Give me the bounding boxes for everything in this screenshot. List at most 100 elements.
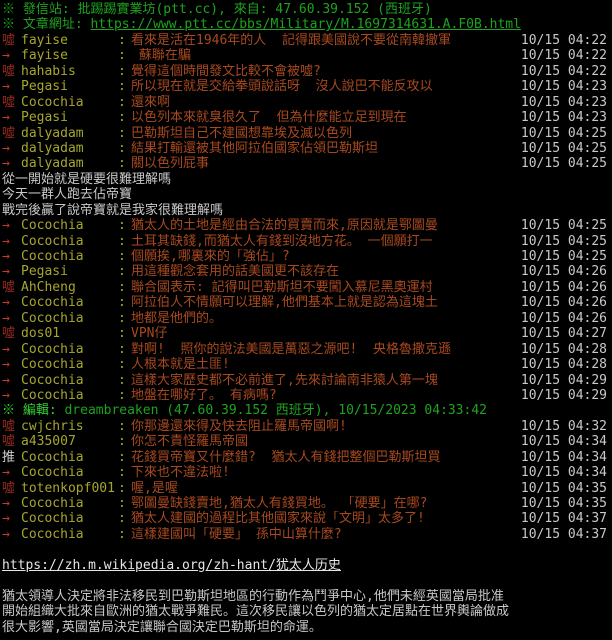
- push-timestamp: 10/15 04:26: [520, 295, 607, 311]
- push-colon-separator: :: [118, 480, 126, 496]
- push-username: Cocochia: [21, 310, 84, 326]
- push-username: totenkopf001: [21, 480, 115, 496]
- push-colon-separator: :: [118, 279, 126, 295]
- push-row: 噓 hahabis : 覺得這個時間發文比較不會被噓? 10/15 04:22: [0, 64, 612, 79]
- push-tag: →: [2, 465, 10, 481]
- push-row: 噓 dalyadam : 巴勒斯坦自己不建國想靠埃及滅以色列 10/15 04:…: [0, 126, 612, 141]
- push-row: → Cocochia : 這樣大家歷史都不必前進了,先來討論南非猿人第一塊 10…: [0, 373, 612, 388]
- push-username: fayise: [21, 48, 68, 64]
- edit-info: dreambreaken (47.60.39.152 西班牙), 10/15/2…: [64, 403, 487, 419]
- push-timestamp: 10/15 04:26: [520, 264, 607, 280]
- push-timestamp: 10/15 04:25: [520, 156, 607, 172]
- push-username: Cocochia: [21, 511, 84, 527]
- push-tag: →: [2, 526, 10, 542]
- push-colon-separator: :: [118, 156, 126, 172]
- push-content: 還來啊: [131, 94, 171, 110]
- body-text-line: 今天一群人跑去佔帝寶: [0, 187, 612, 202]
- push-colon-separator: :: [118, 310, 126, 326]
- push-colon-separator: :: [118, 326, 126, 342]
- push-timestamp: 10/15 04:34: [520, 434, 607, 450]
- push-row: → Cocochia : 土耳其缺錢,而猶太人有錢到沒地方花。 一個願打一 10…: [0, 234, 612, 249]
- push-username: Cocochia: [21, 357, 84, 373]
- push-content: 鄂圖曼缺錢賣地,猶太人有錢買地。 「硬要」在哪?: [131, 496, 428, 511]
- push-tag: 噓: [2, 32, 16, 48]
- body-text: 從一開始就是硬要很難理解嗎: [2, 171, 172, 187]
- push-tag: 噓: [2, 418, 16, 434]
- push-content: 你那邊還來得及快去阻止羅馬帝國啊!: [131, 418, 347, 434]
- wiki-link[interactable]: https://zh.m.wikipedia.org/zh-hant/犹太人历史: [2, 557, 341, 573]
- push-username: Cocochia: [21, 372, 84, 388]
- push-timestamp: 10/15 04:25: [520, 140, 607, 156]
- push-colon-separator: :: [118, 140, 126, 156]
- push-username: Cocochia: [21, 218, 84, 234]
- push-row: → dalyadam : 結果打輸還被其他阿拉伯國家佔領巴勒斯坦 10/15 0…: [0, 141, 612, 156]
- push-timestamp: 10/15 04:23: [520, 110, 607, 126]
- push-colon-separator: :: [118, 387, 126, 403]
- push-content: 猶太人的土地是經由合法的買賣而來,原因就是鄂圖曼: [131, 218, 438, 234]
- push-username: AhCheng: [21, 279, 76, 295]
- push-row: 噓 dos01 : VPN仔 10/15 04:27: [0, 326, 612, 341]
- article-url-label: ※ 文章網址:: [2, 17, 91, 33]
- push-colon-separator: :: [118, 496, 126, 511]
- push-username: Cocochia: [21, 387, 84, 403]
- push-content: 花錢買帝寶又什麼錯? 猶太人有錢把整個巴勒斯坦買: [131, 449, 441, 465]
- push-colon-separator: :: [118, 341, 126, 357]
- push-timestamp: 10/15 04:35: [520, 480, 607, 496]
- push-tag: →: [2, 357, 10, 373]
- push-colon-separator: :: [118, 449, 126, 465]
- push-content: 對啊! 照你的說法美國是萬惡之源吧! 央格魯撒克遜: [131, 341, 451, 357]
- push-timestamp: 10/15 04:28: [520, 357, 607, 373]
- article-source-text: ※ 發信站: 批踢踢實業坊(ptt.cc), 來自: 47.60.39.152 …: [2, 2, 432, 17]
- push-row: → Pegasi : 所以現在就是交給拳頭說話呀 沒人說巴不能反攻以 10/15…: [0, 79, 612, 94]
- push-timestamp: 10/15 04:35: [520, 496, 607, 511]
- push-colon-separator: :: [118, 125, 126, 141]
- push-username: Cocochia: [21, 465, 84, 481]
- push-colon-separator: :: [118, 94, 126, 110]
- push-timestamp: 10/15 04:26: [520, 310, 607, 326]
- push-colon-separator: :: [118, 63, 126, 79]
- push-username: fayise: [21, 32, 68, 48]
- push-username: hahabis: [21, 63, 76, 79]
- push-username: dos01: [21, 326, 61, 342]
- article-url-link[interactable]: https://www.ptt.cc/bbs/Military/M.169731…: [90, 17, 521, 33]
- push-tag: →: [2, 110, 10, 126]
- push-tag: →: [2, 387, 10, 403]
- push-colon-separator: :: [118, 357, 126, 373]
- push-tag: →: [2, 233, 10, 249]
- push-row: → fayise : 蘇聯在騙 10/15 04:22: [0, 48, 612, 63]
- push-colon-separator: :: [118, 218, 126, 234]
- push-tag: 噓: [2, 279, 16, 295]
- push-row: 噓 totenkopf001 : 喔,是喔 10/15 04:35: [0, 481, 612, 496]
- push-row: → Cocochia : 猶太人的土地是經由合法的買賣而來,原因就是鄂圖曼 10…: [0, 218, 612, 233]
- push-row: → Pegasi : 以色列本來就臭很久了 但為什麼能立足到現在 10/15 0…: [0, 110, 612, 125]
- edit-line: ※ 編輯: dreambreaken (47.60.39.152 西班牙), 1…: [0, 403, 612, 418]
- push-content: 關以色列屁事: [131, 156, 210, 172]
- push-username: dalyadam: [21, 125, 84, 141]
- push-tag: 推: [2, 449, 16, 465]
- push-tag: →: [2, 295, 10, 311]
- push-username: Cocochia: [21, 449, 84, 465]
- push-tag: →: [2, 341, 10, 357]
- push-tag: →: [2, 79, 10, 95]
- push-username: Pegasi: [21, 264, 68, 280]
- push-content: 覺得這個時間發文比較不會被噓?: [131, 63, 321, 79]
- push-row: → dalyadam : 關以色列屁事 10/15 04:25: [0, 156, 612, 171]
- push-content: 這樣大家歷史都不必前進了,先來討論南非猿人第一塊: [131, 372, 438, 388]
- push-colon-separator: :: [118, 465, 126, 481]
- blank-line: [0, 542, 612, 557]
- push-content: 用這種觀念套用的話美國更不該存在: [131, 264, 340, 280]
- push-timestamp: 10/15 04:27: [520, 326, 607, 342]
- push-username: Cocochia: [21, 94, 84, 110]
- push-tag: →: [2, 218, 10, 234]
- push-content: 猶太人建國的過程比其他國家來說「文明」太多了!: [131, 511, 425, 527]
- push-tag: →: [2, 372, 10, 388]
- push-content: 地盤在哪好了。 有病嗎?: [131, 387, 277, 403]
- push-content: 人根本就是土匪!: [131, 357, 230, 373]
- push-tag: 噓: [2, 125, 16, 141]
- push-tag: →: [2, 511, 10, 527]
- push-timestamp: 10/15 04:29: [520, 387, 607, 403]
- push-tag: →: [2, 249, 10, 264]
- push-row: → Cocochia : 下來也不違法啦! 10/15 04:34: [0, 465, 612, 480]
- push-row: → Cocochia : 阿拉伯人不情願可以理解,他們基本上就是認為這塊土 10…: [0, 295, 612, 310]
